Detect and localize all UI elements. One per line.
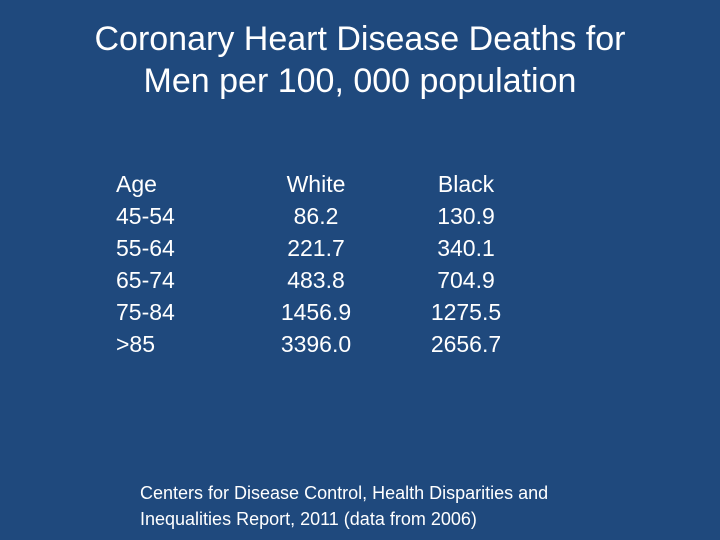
white-cell: 86.2 xyxy=(293,203,339,229)
black-column: Black 130.9 340.1 704.9 1275.5 2656.7 xyxy=(424,168,508,360)
white-cell: 221.7 xyxy=(287,235,345,261)
white-cell: 483.8 xyxy=(287,267,345,293)
age-cell: 55-64 xyxy=(116,235,175,261)
title-line-1: Coronary Heart Disease Deaths for xyxy=(94,20,626,58)
slide-title: Coronary Heart Disease Deaths for Men pe… xyxy=(40,18,680,102)
age-cell: 65-74 xyxy=(116,267,175,293)
white-header: White xyxy=(286,171,346,197)
black-cell: 1275.5 xyxy=(430,299,502,325)
black-cell: 340.1 xyxy=(437,235,495,261)
white-cell: 3396.0 xyxy=(280,331,352,357)
age-header: Age xyxy=(116,171,157,197)
white-column: White 86.2 221.7 483.8 1456.9 3396.0 xyxy=(276,168,356,360)
source-citation: Centers for Disease Control, Health Disp… xyxy=(140,480,660,532)
age-cell: 45-54 xyxy=(116,203,175,229)
age-cell: 75-84 xyxy=(116,299,175,325)
source-line-1: Centers for Disease Control, Health Disp… xyxy=(140,483,549,503)
title-line-2: Men per 100, 000 population xyxy=(143,62,577,100)
source-line-2: Inequalities Report, 2011 (data from 200… xyxy=(140,509,477,529)
black-cell: 704.9 xyxy=(437,267,495,293)
black-cell: 2656.7 xyxy=(430,331,502,357)
black-cell: 130.9 xyxy=(437,203,495,229)
age-cell: >85 xyxy=(116,331,156,357)
white-cell: 1456.9 xyxy=(280,299,352,325)
age-column: Age 45-54 55-64 65-74 75-84 >85 xyxy=(116,168,175,360)
black-header: Black xyxy=(437,171,495,197)
